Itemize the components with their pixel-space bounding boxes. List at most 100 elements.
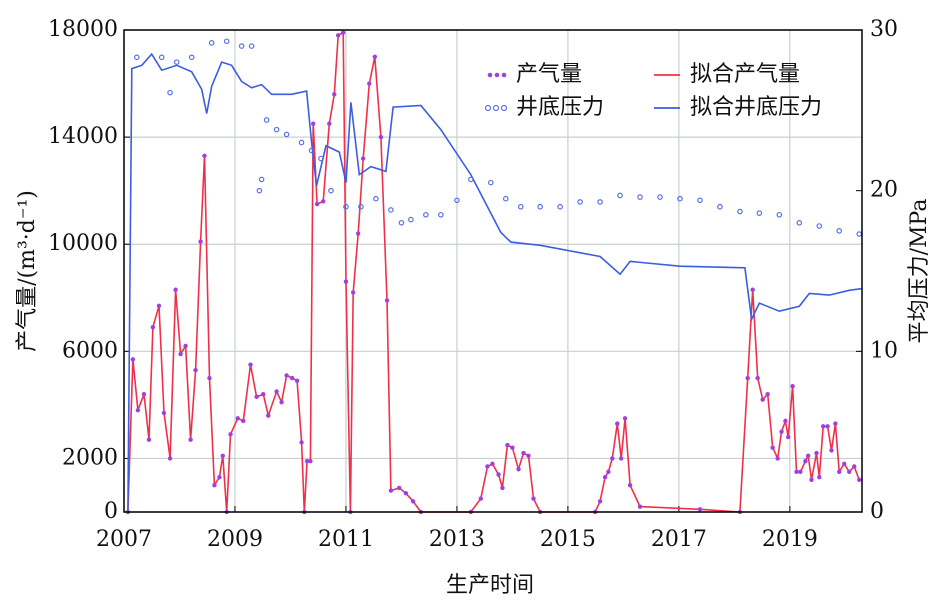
pressure-point <box>398 220 405 226</box>
pressure-point <box>283 131 290 138</box>
production-point <box>803 458 808 464</box>
production-point <box>531 496 536 501</box>
production-point <box>610 456 615 461</box>
pressure-point <box>308 147 315 154</box>
pressure-point <box>188 54 195 61</box>
production-point <box>397 485 402 491</box>
pressure-point <box>617 192 623 199</box>
x-tick-label: 2013 <box>429 527 485 552</box>
production-point <box>760 397 765 402</box>
production-point <box>261 391 266 397</box>
production-point <box>490 461 495 466</box>
pressure-point <box>776 211 783 218</box>
legend-symbol <box>494 72 500 78</box>
production-point <box>829 448 834 453</box>
production-point <box>779 429 784 434</box>
y-tick-label: 18000 <box>48 17 118 42</box>
legend-label: 拟合产气量 <box>690 62 800 87</box>
production-point <box>794 469 799 475</box>
production-point <box>805 453 811 458</box>
pressure-point <box>408 216 414 223</box>
production-point <box>378 134 384 140</box>
production-point <box>857 477 862 483</box>
production-point <box>790 383 795 389</box>
legend-label: 井底压力 <box>516 95 604 120</box>
production-point <box>372 54 378 59</box>
pressure-point <box>223 38 230 45</box>
pressure-point <box>717 203 723 210</box>
production-point <box>825 424 830 429</box>
production-point <box>388 488 394 493</box>
production-point <box>202 153 207 159</box>
production-point <box>852 464 857 469</box>
legend-symbol <box>500 104 508 112</box>
production-point <box>410 499 416 504</box>
production-point <box>786 434 791 440</box>
production-point <box>248 362 253 367</box>
production-point <box>360 156 366 161</box>
legend-symbol <box>492 104 500 112</box>
production-point <box>167 456 173 461</box>
production-point <box>770 445 775 450</box>
production-point <box>485 464 490 469</box>
pressure-point <box>238 43 245 49</box>
production-point <box>274 389 279 394</box>
production-point <box>279 400 284 405</box>
pressure-point <box>318 155 324 162</box>
y-tick-label: 2000 <box>62 445 118 470</box>
production-point <box>606 469 611 475</box>
production-point <box>765 391 770 397</box>
production-point <box>516 466 521 472</box>
production-point <box>597 499 603 504</box>
pressure-point <box>263 117 270 123</box>
pressure-point <box>487 179 494 186</box>
y2-tick-label: 30 <box>870 17 898 42</box>
pressure-point <box>328 187 334 194</box>
pressure-point <box>836 228 843 234</box>
pressure-point <box>133 54 140 61</box>
pressure-point <box>423 211 429 218</box>
production-point <box>135 408 141 413</box>
y2-tick-label: 10 <box>870 338 898 363</box>
production-point <box>500 485 505 491</box>
pressure-point <box>557 203 563 210</box>
production-point <box>820 424 826 429</box>
production-point <box>478 496 483 501</box>
production-point <box>332 92 337 97</box>
production-point <box>327 121 332 126</box>
production-point <box>266 413 271 418</box>
legend-symbol <box>487 72 493 78</box>
pressure-point <box>438 211 444 218</box>
production-point <box>837 469 842 475</box>
y-axis-label: 产气量/(m³·d⁻¹) <box>15 190 40 352</box>
production-point <box>161 410 167 416</box>
pressure-point <box>856 231 863 237</box>
pressure-point <box>657 194 663 200</box>
pressure-point <box>258 176 265 183</box>
legend-symbol <box>501 72 507 78</box>
y-tick-label: 6000 <box>62 338 118 363</box>
legend-label: 拟合井底压力 <box>690 95 822 120</box>
production-point <box>304 458 310 464</box>
production-point <box>615 421 620 426</box>
production-point <box>188 437 193 442</box>
pressure-point <box>454 197 460 204</box>
pressure-point <box>756 210 763 216</box>
production-point <box>254 394 259 400</box>
production-point <box>526 453 531 458</box>
pressure-point <box>298 139 305 146</box>
pressure-point <box>677 195 683 202</box>
production-point <box>150 325 156 330</box>
production-point <box>745 375 750 381</box>
production-point <box>343 279 349 284</box>
production-point <box>173 287 178 292</box>
pressure-point <box>597 199 603 205</box>
pressure-point <box>502 195 509 202</box>
production-point <box>207 375 212 381</box>
production-point <box>314 201 320 207</box>
production-point <box>622 416 628 421</box>
production-point <box>146 437 152 442</box>
pressure-point <box>637 194 643 200</box>
production-point <box>198 239 203 244</box>
